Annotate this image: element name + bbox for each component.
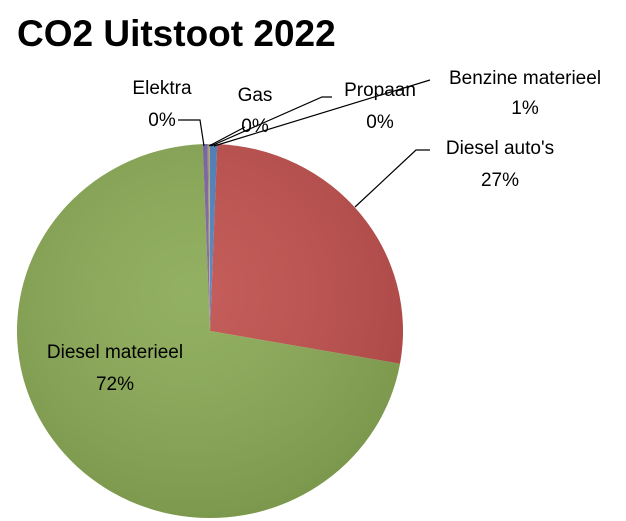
slice-value-label: 72% (96, 374, 134, 395)
slice-label: Elektra (132, 78, 192, 99)
leader-line (178, 119, 205, 147)
slice-value-label: 1% (511, 98, 539, 119)
pie-slice (210, 144, 403, 364)
slice-label: Diesel auto's (446, 138, 554, 159)
slice-label: Propaan (344, 80, 416, 101)
leader-line (213, 79, 431, 147)
slice-label: Diesel materieel (47, 342, 183, 363)
slice-value-label: 27% (481, 170, 519, 191)
slice-value-label: 0% (148, 110, 176, 131)
slice-label: Gas (238, 85, 273, 106)
leader-line (208, 126, 246, 147)
leader-line (354, 149, 430, 208)
leader-line (210, 96, 332, 147)
slice-value-label: 0% (366, 112, 394, 133)
chart-title: CO2 Uitstoot 2022 (17, 13, 336, 54)
slice-label: Benzine materieel (449, 68, 601, 89)
